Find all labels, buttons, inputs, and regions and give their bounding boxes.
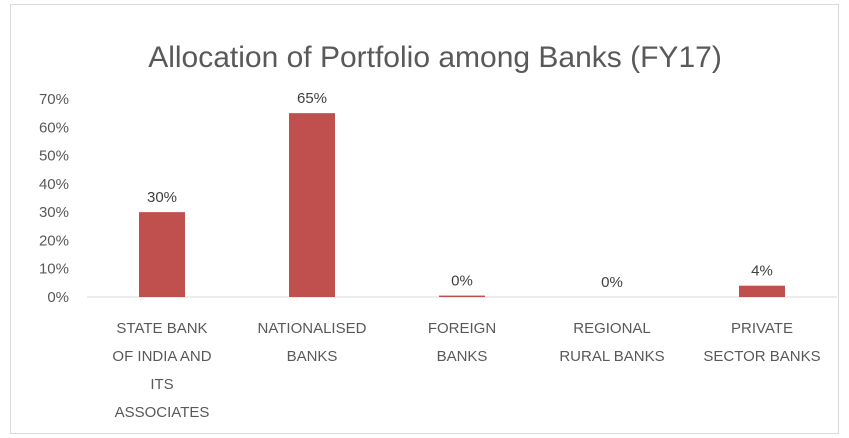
data-label: 65% xyxy=(297,90,327,107)
category-label: STATE BANK OF INDIA AND ITS ASSOCIATES xyxy=(112,320,211,421)
category-label-line: ITS xyxy=(150,376,173,393)
bars xyxy=(139,113,785,298)
category-label-line: FOREIGN xyxy=(428,320,496,337)
data-label: 4% xyxy=(751,263,773,280)
category-label-line: OF INDIA AND xyxy=(112,348,211,365)
y-tick-label: 20% xyxy=(39,232,69,249)
category-label-line: PRIVATE xyxy=(731,320,793,337)
data-label: 0% xyxy=(451,273,473,290)
data-label: 30% xyxy=(147,189,177,206)
bar xyxy=(439,295,485,297)
bar-chart: Allocation of Portfolio among Banks (FY1… xyxy=(39,41,837,421)
y-tick-label: 10% xyxy=(39,261,69,278)
category-label: FOREIGN BANKS xyxy=(428,320,496,365)
chart-title: Allocation of Portfolio among Banks (FY1… xyxy=(148,41,722,74)
chart-frame: Allocation of Portfolio among Banks (FY1… xyxy=(10,4,839,434)
y-tick-label: 0% xyxy=(47,289,69,306)
category-label-line: NATIONALISED xyxy=(258,320,367,337)
y-tick-label: 30% xyxy=(39,204,69,221)
bar xyxy=(139,212,185,297)
category-label-line: BANKS xyxy=(437,348,488,365)
category-label-line: ASSOCIATES xyxy=(115,404,210,421)
y-tick-label: 40% xyxy=(39,176,69,193)
data-label: 0% xyxy=(601,274,623,291)
category-labels: STATE BANK OF INDIA AND ITS ASSOCIATES NATIO… xyxy=(112,320,820,421)
category-label: PRIVATE SECTOR BANKS xyxy=(703,320,820,365)
category-label-line: RURAL BANKS xyxy=(559,348,664,365)
category-label-line: REGIONAL xyxy=(573,320,651,337)
y-axis-ticks: 0% 10% 20% 30% 40% 50% 60% 70% xyxy=(39,91,69,306)
bar xyxy=(289,113,335,298)
data-labels: 30% 65% 0% 0% 4% xyxy=(147,90,773,291)
y-tick-label: 60% xyxy=(39,119,69,136)
category-label: REGIONAL RURAL BANKS xyxy=(559,320,664,365)
category-label-line: BANKS xyxy=(287,348,338,365)
bar xyxy=(739,285,785,297)
category-label-line: STATE BANK xyxy=(116,320,207,337)
category-label: NATIONALISED BANKS xyxy=(258,320,367,365)
category-label-line: SECTOR BANKS xyxy=(703,348,820,365)
y-tick-label: 50% xyxy=(39,148,69,165)
y-tick-label: 70% xyxy=(39,91,69,108)
